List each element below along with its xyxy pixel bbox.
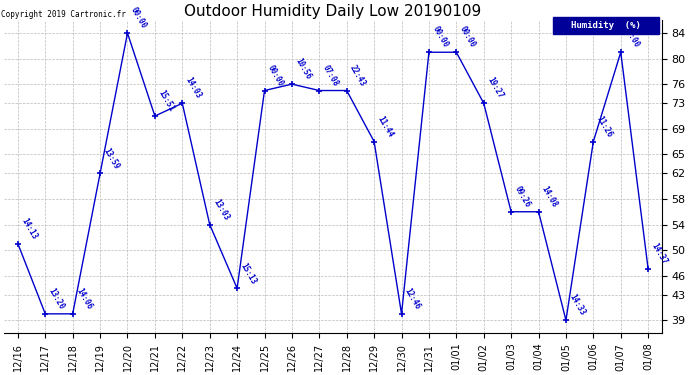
Text: 13:03: 13:03 (211, 197, 230, 222)
Text: 00:00: 00:00 (129, 6, 148, 30)
Text: 11:44: 11:44 (375, 114, 395, 139)
Text: 13:59: 13:59 (101, 146, 121, 171)
Text: Copyright 2019 Cartronic.fr: Copyright 2019 Cartronic.fr (1, 10, 126, 19)
Text: 12:46: 12:46 (403, 286, 422, 311)
Text: 14:08: 14:08 (540, 184, 560, 209)
Text: 00:00: 00:00 (457, 25, 477, 50)
Text: 09:26: 09:26 (513, 184, 532, 209)
Text: 15:51: 15:51 (156, 89, 176, 113)
FancyBboxPatch shape (553, 17, 658, 34)
Text: 10:56: 10:56 (293, 57, 313, 81)
Text: 07:08: 07:08 (321, 63, 340, 88)
Text: 13:20: 13:20 (47, 286, 66, 311)
Text: 00:00: 00:00 (431, 25, 450, 50)
Title: Outdoor Humidity Daily Low 20190109: Outdoor Humidity Daily Low 20190109 (184, 4, 482, 19)
Text: 14:06: 14:06 (74, 286, 93, 311)
Text: 19:27: 19:27 (485, 76, 504, 100)
Text: 00:00: 00:00 (266, 63, 285, 88)
Text: 11:26: 11:26 (595, 114, 614, 139)
Text: 22:43: 22:43 (348, 63, 368, 88)
Text: 15:13: 15:13 (239, 261, 258, 285)
Text: 14:13: 14:13 (19, 216, 39, 241)
Text: 14:33: 14:33 (567, 293, 586, 318)
Text: 14:37: 14:37 (649, 242, 669, 266)
Text: Humidity  (%): Humidity (%) (571, 21, 641, 30)
Text: 00:00: 00:00 (622, 25, 642, 50)
Text: 14:03: 14:03 (184, 76, 203, 100)
